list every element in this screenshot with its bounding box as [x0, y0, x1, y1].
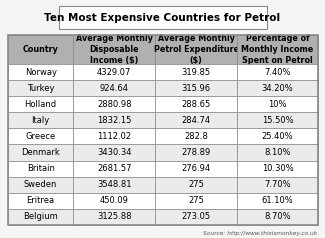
Text: 1832.15: 1832.15 — [97, 116, 131, 125]
Text: Country: Country — [23, 45, 58, 54]
Text: 1112.02: 1112.02 — [97, 132, 131, 141]
Text: 284.74: 284.74 — [182, 116, 211, 125]
Text: 275: 275 — [188, 180, 204, 189]
Text: Source: http://www.thisismonkey.co.uk: Source: http://www.thisismonkey.co.uk — [203, 231, 317, 236]
Text: 10.30%: 10.30% — [262, 164, 293, 173]
Text: 4329.07: 4329.07 — [97, 68, 131, 77]
Text: 278.89: 278.89 — [182, 148, 211, 157]
Text: 282.8: 282.8 — [184, 132, 208, 141]
Text: 924.64: 924.64 — [100, 84, 129, 93]
Text: 8.70%: 8.70% — [264, 212, 291, 221]
Text: 25.40%: 25.40% — [262, 132, 293, 141]
Text: 61.10%: 61.10% — [262, 196, 293, 205]
Text: Turkey: Turkey — [27, 84, 54, 93]
Text: 450.09: 450.09 — [100, 196, 129, 205]
Text: 34.20%: 34.20% — [262, 84, 293, 93]
Text: 15.50%: 15.50% — [262, 116, 293, 125]
Text: Ten Most Expensive Countries for Petrol: Ten Most Expensive Countries for Petrol — [45, 13, 280, 23]
Text: 10%: 10% — [268, 100, 287, 109]
Text: Sweden: Sweden — [24, 180, 57, 189]
Text: Eritrea: Eritrea — [27, 196, 55, 205]
Text: 276.94: 276.94 — [182, 164, 211, 173]
Text: Holland: Holland — [25, 100, 57, 109]
Text: 7.70%: 7.70% — [264, 180, 291, 189]
Text: 273.05: 273.05 — [182, 212, 211, 221]
Text: 275: 275 — [188, 196, 204, 205]
Text: 3125.88: 3125.88 — [97, 212, 131, 221]
Text: 3548.81: 3548.81 — [97, 180, 131, 189]
Text: Belgium: Belgium — [23, 212, 58, 221]
Text: Denmark: Denmark — [21, 148, 60, 157]
Text: 319.85: 319.85 — [182, 68, 211, 77]
Text: Greece: Greece — [26, 132, 56, 141]
Text: 315.96: 315.96 — [182, 84, 211, 93]
Text: Percentage of
Monthly Income
Spent on Petrol: Percentage of Monthly Income Spent on Pe… — [241, 34, 314, 65]
Text: 7.40%: 7.40% — [264, 68, 291, 77]
Text: Norway: Norway — [25, 68, 57, 77]
Text: Britain: Britain — [27, 164, 55, 173]
Text: 2681.57: 2681.57 — [97, 164, 131, 173]
Text: Average Monthly
Petrol Expenditure
($): Average Monthly Petrol Expenditure ($) — [154, 34, 239, 65]
Text: 8.10%: 8.10% — [264, 148, 291, 157]
Text: 2880.98: 2880.98 — [97, 100, 131, 109]
Text: Average Monthly
Disposable
Income ($): Average Monthly Disposable Income ($) — [76, 34, 153, 65]
Text: Italy: Italy — [32, 116, 50, 125]
Text: 3430.34: 3430.34 — [97, 148, 131, 157]
Text: 288.65: 288.65 — [182, 100, 211, 109]
